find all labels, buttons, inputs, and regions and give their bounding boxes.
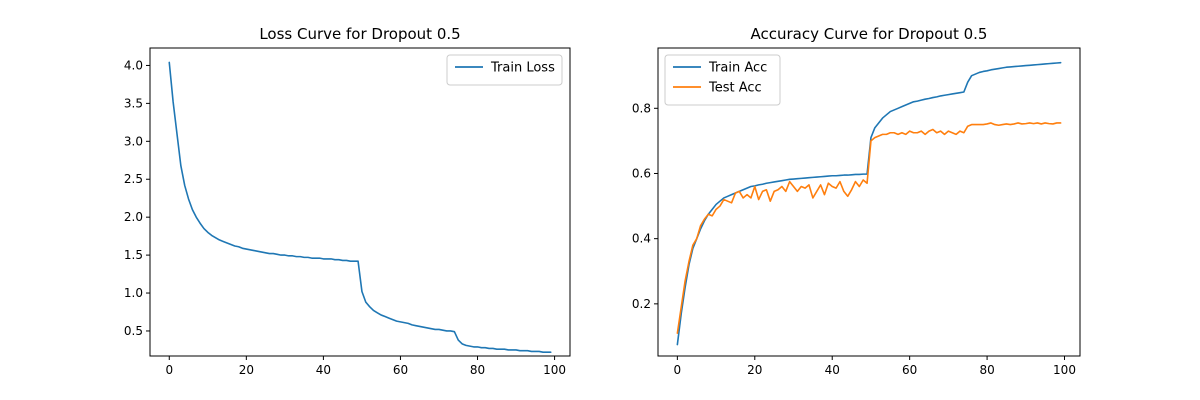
acc-plot-frame [657,47,1081,357]
acc-y-tick-label: 0.2 [632,297,651,311]
acc-x-tick-label: 80 [979,363,994,377]
acc-legend-label: Train Acc [708,61,767,76]
loss-y-tick-label: 3.0 [124,134,143,148]
acc-y-tick-label: 0.6 [632,166,651,180]
loss-y-tick-label: 1.0 [124,286,143,300]
acc-x-tick-label: 20 [747,363,762,377]
acc-y-tick-label: 0.8 [632,101,651,115]
loss-y-tick-label: 1.5 [124,248,143,262]
loss-y-tick-label: 3.5 [124,96,143,110]
loss-y-tick-label: 4.0 [124,58,143,72]
acc-x-tick-label: 100 [1053,363,1076,377]
loss-x-tick-label: 0 [165,363,173,377]
acc-series-test-acc [676,122,1062,334]
loss-y-tick-label: 2.0 [124,210,143,224]
loss-x-tick-label: 20 [239,363,254,377]
loss-plot-frame [149,47,571,357]
loss-y-tick-label: 0.5 [124,324,143,338]
acc-x-tick-label: 0 [674,363,682,377]
loss-legend-label: Train Loss [490,61,555,76]
loss-x-tick-label: 80 [470,363,485,377]
acc-x-tick-label: 60 [902,363,917,377]
acc-y-tick-label: 0.4 [632,232,651,246]
loss-x-tick-label: 100 [543,363,566,377]
acc-legend: Train Acc Test Acc [664,54,781,106]
loss-x-tick-label: 40 [316,363,331,377]
loss-series-train-loss [168,61,552,354]
loss-y-tick-label: 2.5 [124,172,143,186]
acc-legend-label: Test Acc [708,81,762,96]
loss-chart-title: Loss Curve for Dropout 0.5 [259,25,460,43]
loss-legend: Train Loss [446,54,563,86]
loss-chart: Loss Curve for Dropout 0.5 0 20 40 60 80 100 0.… [124,25,571,377]
accuracy-chart: Accuracy Curve for Dropout 0.5 0 20 40 60 80 1… [632,25,1081,377]
acc-x-tick-label: 40 [825,363,840,377]
acc-chart-title: Accuracy Curve for Dropout 0.5 [751,25,988,43]
loss-legend-box [446,54,563,86]
loss-x-tick-label: 60 [393,363,408,377]
